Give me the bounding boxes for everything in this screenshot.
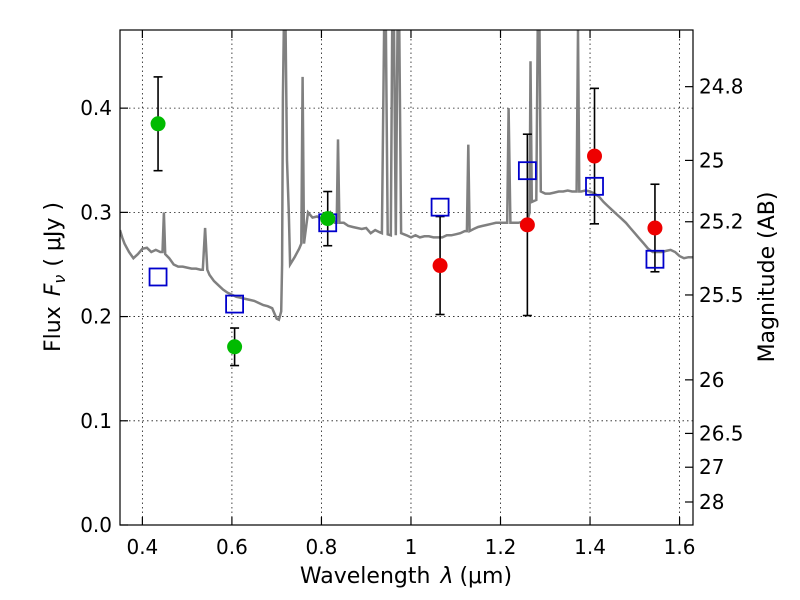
y-tick-label: 0.1 [80,409,112,433]
x-tick-label: 1 [405,535,418,559]
axis-ticks [120,30,693,526]
x-tick-label: 1.2 [485,535,517,559]
magnitude-tick-label: 27 [699,455,724,479]
magnitude-tick-label: 24.8 [699,75,744,99]
y-tick-label: 0.2 [80,305,112,329]
magnitude-tick-label: 25.5 [699,283,744,307]
y-axis-label: FluxFν( μJy ) [41,202,69,352]
red-point [519,217,535,233]
green-point [320,211,336,227]
model-square [645,249,665,269]
x-tick-label: 1.6 [664,535,696,559]
green-point [227,339,243,355]
model-spectrum-line [120,30,693,322]
magnitude-tick-label: 25.2 [699,210,744,234]
x-tick-label: 0.6 [216,535,248,559]
x-axis-label: Wavelength λ (μm) [300,564,512,589]
y-tick-label: 0.0 [80,513,112,537]
plot-frame [119,29,694,526]
model-square [148,267,168,287]
model-square [517,161,537,181]
magnitude-tick-label: 28 [699,490,724,514]
magnitude-axis-label: Magnitude (AB) [755,192,780,363]
y-tick-label: 0.3 [80,200,112,224]
axis-tick-labels: 0.4 0.6 0.8 1 1.2 1.4 1.6 0.0 0.1 0.2 0.3 0.4 24.8 25… [80,75,743,559]
x-tick-label: 0.8 [306,535,338,559]
model-square [430,197,450,217]
model-photometry-markers [148,161,665,314]
model-square [225,294,245,314]
observed-photometry-markers [150,116,663,355]
green-point [150,116,166,132]
magnitude-tick-label: 26.5 [699,421,744,445]
x-tick-label: 0.4 [126,535,158,559]
magnitude-tick-label: 26 [699,368,724,392]
magnitude-tick-label: 25 [699,148,724,172]
model-square [585,176,604,196]
x-tick-label: 1.4 [574,535,606,559]
red-point [587,148,603,164]
grid-lines [120,30,693,526]
y-tick-label: 0.4 [80,96,112,120]
red-point [647,220,663,236]
red-point [432,258,448,274]
